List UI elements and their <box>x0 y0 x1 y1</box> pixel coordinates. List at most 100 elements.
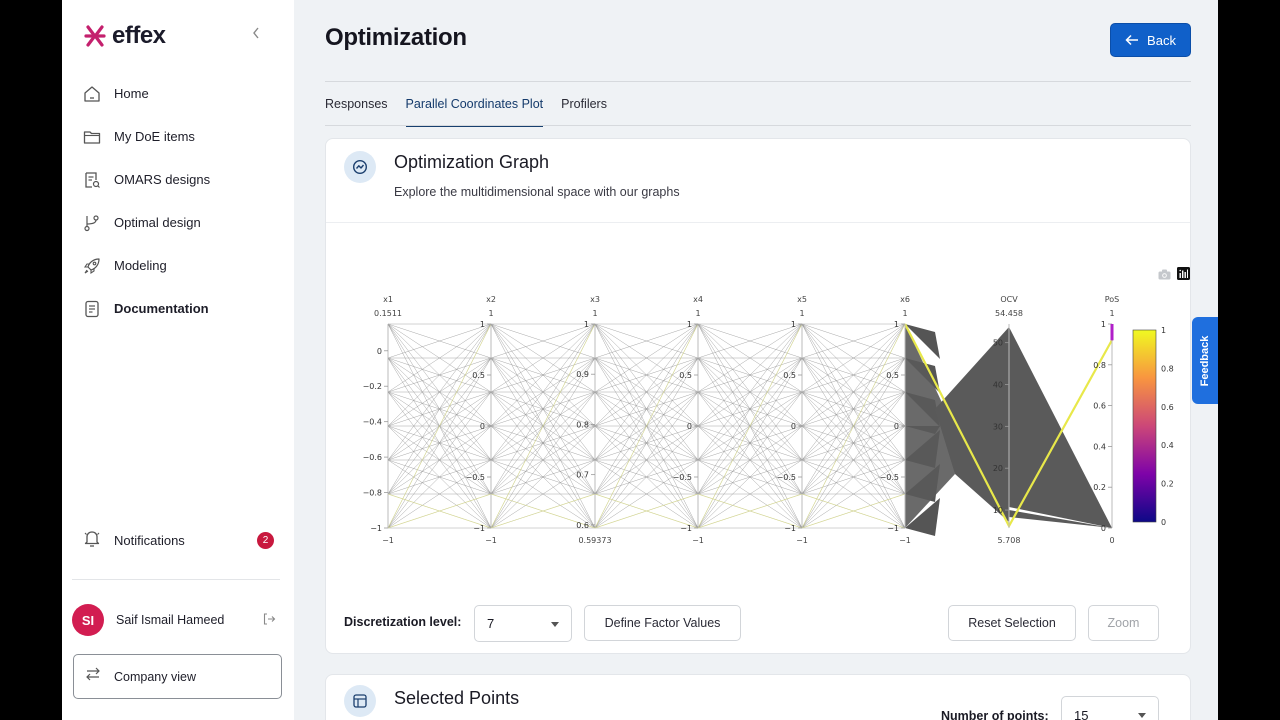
svg-text:−0.8: −0.8 <box>363 489 382 498</box>
svg-text:−1: −1 <box>784 524 796 533</box>
tab-profilers[interactable]: Profilers <box>561 97 607 111</box>
svg-text:1: 1 <box>894 320 899 329</box>
logout-icon[interactable] <box>262 612 278 628</box>
tab-parallel-coordinates-plot[interactable]: Parallel Coordinates Plot <box>405 82 543 127</box>
feedback-label: Feedback <box>1199 335 1211 386</box>
svg-text:50: 50 <box>993 339 1003 348</box>
svg-text:0.5: 0.5 <box>886 371 899 380</box>
discretization-level-value: 7 <box>487 616 495 631</box>
optimization-graph-card: Optimization Graph Explore the multidime… <box>325 138 1191 654</box>
svg-text:0.6: 0.6 <box>576 521 589 530</box>
header-divider <box>325 81 1191 82</box>
svg-text:1: 1 <box>902 309 907 318</box>
logo[interactable]: effex <box>82 22 166 50</box>
svg-text:x1: x1 <box>383 295 393 304</box>
company-view-button[interactable]: Company view <box>73 654 282 699</box>
reset-selection-button[interactable]: Reset Selection <box>948 605 1076 641</box>
svg-text:−0.5: −0.5 <box>466 473 485 482</box>
svg-text:0: 0 <box>791 422 796 431</box>
sidebar-item-omars-designs[interactable]: OMARS designs <box>62 158 294 201</box>
svg-text:1: 1 <box>791 320 796 329</box>
user-profile: SI Saif Ismail Hameed <box>72 604 284 636</box>
svg-text:PoS: PoS <box>1105 295 1120 304</box>
svg-text:0.6: 0.6 <box>1093 402 1106 411</box>
tab-responses[interactable]: Responses <box>325 97 388 111</box>
parallel-coordinates-plot[interactable]: x1 0.1511 −1 0 −0.2 −0.4 −0.6 −0.8 −1 x2 1 −1 1 0.5 0 −… <box>326 279 1190 559</box>
user-name: Saif Ismail Hameed <box>116 613 225 627</box>
sidebar-item-modeling[interactable]: Modeling <box>62 244 294 287</box>
number-of-points-value: 15 <box>1074 708 1089 720</box>
svg-text:0.1511: 0.1511 <box>374 309 402 318</box>
svg-text:1: 1 <box>1161 326 1166 335</box>
svg-text:−0.6: −0.6 <box>363 453 382 462</box>
svg-text:−0.4: −0.4 <box>363 418 382 427</box>
svg-text:0: 0 <box>687 422 692 431</box>
card-title: Optimization Graph <box>394 152 550 172</box>
notifications-button[interactable]: Notifications 2 <box>62 520 294 560</box>
svg-text:1: 1 <box>1101 320 1106 329</box>
card-title: Selected Points <box>394 688 520 708</box>
svg-text:0.8: 0.8 <box>1161 364 1174 373</box>
company-view-label: Company view <box>114 669 196 684</box>
discretization-level-select[interactable]: 7 <box>474 605 572 642</box>
folder-icon <box>82 127 102 147</box>
chevron-left-icon <box>253 27 259 39</box>
svg-text:1: 1 <box>584 320 589 329</box>
svg-text:20: 20 <box>993 464 1003 473</box>
number-of-points-label: Number of points: <box>941 709 1049 720</box>
tab-bar: Responses Parallel Coordinates Plot Prof… <box>325 82 625 127</box>
card-divider <box>326 222 1190 223</box>
svg-text:x6: x6 <box>900 295 910 304</box>
swap-icon <box>84 665 102 688</box>
svg-text:30: 30 <box>993 422 1003 431</box>
sidebar: effex Home My DoE items OMARS designs Op… <box>62 0 294 720</box>
svg-text:−1: −1 <box>485 536 497 545</box>
branch-icon <box>82 213 102 233</box>
svg-text:−1: −1 <box>473 524 485 533</box>
bell-icon <box>82 528 102 553</box>
svg-text:0.2: 0.2 <box>1161 480 1174 489</box>
svg-text:x4: x4 <box>693 295 703 304</box>
effex-logo-icon <box>84 25 106 47</box>
svg-text:−1: −1 <box>680 524 692 533</box>
number-of-points-select[interactable]: 15 <box>1061 696 1159 720</box>
camera-icon[interactable] <box>1158 267 1171 285</box>
svg-text:0: 0 <box>480 422 485 431</box>
sidebar-item-documentation[interactable]: Documentation <box>62 287 294 330</box>
home-icon <box>82 84 102 104</box>
svg-text:x2: x2 <box>486 295 496 304</box>
sidebar-item-label: OMARS designs <box>114 172 211 187</box>
sidebar-item-home[interactable]: Home <box>62 72 294 115</box>
svg-text:10: 10 <box>993 506 1003 515</box>
svg-text:x5: x5 <box>797 295 807 304</box>
back-button[interactable]: Back <box>1110 23 1191 57</box>
svg-text:−0.5: −0.5 <box>777 473 796 482</box>
avatar[interactable]: SI <box>72 604 104 636</box>
svg-text:1: 1 <box>480 320 485 329</box>
svg-text:1: 1 <box>488 309 493 318</box>
svg-text:1: 1 <box>695 309 700 318</box>
svg-text:−1: −1 <box>796 536 808 545</box>
arrow-left-icon <box>1125 34 1139 46</box>
sidebar-item-optimal-design[interactable]: Optimal design <box>62 201 294 244</box>
tabs-divider <box>325 125 1191 126</box>
discretization-level-label: Discretization level: <box>344 615 462 629</box>
feedback-tab[interactable]: Feedback <box>1192 317 1218 404</box>
plotly-logo-icon[interactable] <box>1177 267 1190 285</box>
svg-text:1: 1 <box>592 309 597 318</box>
sidebar-item-label: Optimal design <box>114 215 201 230</box>
caret-down-icon <box>1138 713 1146 718</box>
collapse-sidebar-button[interactable] <box>248 26 264 46</box>
svg-text:1: 1 <box>1109 309 1114 318</box>
zoom-button[interactable]: Zoom <box>1088 605 1159 641</box>
define-factor-values-button[interactable]: Define Factor Values <box>584 605 741 641</box>
svg-text:−1: −1 <box>370 524 382 533</box>
svg-text:0: 0 <box>1101 524 1106 533</box>
svg-text:−1: −1 <box>899 536 911 545</box>
card-subtitle: Explore the multidimensional space with … <box>394 185 680 199</box>
document-search-icon <box>82 170 102 190</box>
sidebar-item-my-doe-items[interactable]: My DoE items <box>62 115 294 158</box>
svg-text:0.4: 0.4 <box>1093 442 1106 451</box>
chart-icon <box>344 151 376 183</box>
svg-text:0: 0 <box>377 347 382 356</box>
